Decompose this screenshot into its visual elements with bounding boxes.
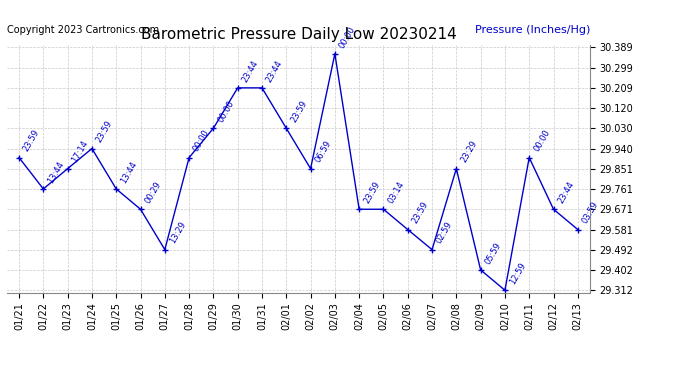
Text: 00:00: 00:00 (532, 128, 552, 153)
Text: 23:44: 23:44 (241, 58, 260, 84)
Text: 03:14: 03:14 (386, 180, 406, 205)
Text: 05:59: 05:59 (484, 241, 503, 266)
Text: 23:59: 23:59 (22, 128, 41, 153)
Text: 12:59: 12:59 (508, 261, 527, 286)
Text: 00:00: 00:00 (216, 99, 236, 124)
Text: 06:59: 06:59 (313, 139, 333, 165)
Text: Copyright 2023 Cartronics.com: Copyright 2023 Cartronics.com (7, 25, 159, 35)
Text: 23:29: 23:29 (459, 139, 479, 165)
Text: 17:14: 17:14 (70, 139, 90, 165)
Text: 03:59: 03:59 (580, 200, 600, 225)
Text: 23:44: 23:44 (556, 180, 576, 205)
Text: 23:59: 23:59 (411, 200, 431, 225)
Text: 13:44: 13:44 (119, 160, 139, 185)
Text: 23:59: 23:59 (95, 119, 115, 144)
Text: 23:44: 23:44 (265, 58, 284, 84)
Text: Pressure (Inches/Hg): Pressure (Inches/Hg) (475, 25, 590, 35)
Text: 23:59: 23:59 (289, 99, 309, 124)
Title: Barometric Pressure Daily Low 20230214: Barometric Pressure Daily Low 20230214 (141, 27, 456, 42)
Text: 00:29: 00:29 (144, 180, 163, 205)
Text: 13:29: 13:29 (168, 220, 187, 246)
Text: 13:44: 13:44 (46, 160, 66, 185)
Text: 23:59: 23:59 (362, 180, 382, 205)
Text: 02:59: 02:59 (435, 220, 455, 246)
Text: 00:00: 00:00 (337, 25, 357, 50)
Text: 00:00: 00:00 (192, 128, 212, 153)
